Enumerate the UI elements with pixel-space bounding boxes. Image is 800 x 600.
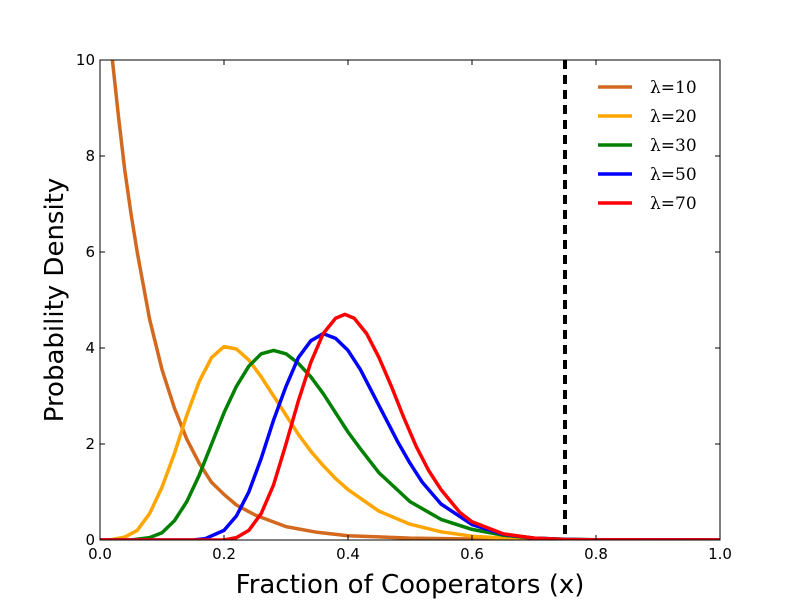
y-tick-label: 4 xyxy=(85,339,95,357)
plot-area xyxy=(100,60,720,540)
legend-label-4: λ=70 xyxy=(650,194,697,214)
x-tick-label: 0.2 xyxy=(212,545,236,563)
legend-label-1: λ=20 xyxy=(650,107,697,127)
plot-frame xyxy=(99,59,721,541)
y-tick-label: 10 xyxy=(76,51,95,69)
x-tick-label: 1.0 xyxy=(708,545,732,563)
y-tick-label: 8 xyxy=(85,147,95,165)
x-tick-label: 0.4 xyxy=(336,545,360,563)
x-tick-label: 0.8 xyxy=(584,545,608,563)
legend-label-3: λ=50 xyxy=(650,165,697,185)
series-line-3 xyxy=(100,331,720,540)
legend: λ=10 λ=20 λ=30 λ=50 λ=70 xyxy=(598,78,697,214)
x-tick-label: 0.6 xyxy=(460,545,484,563)
y-tick-label: 6 xyxy=(85,243,95,261)
y-tick-label: 2 xyxy=(85,435,95,453)
x-tick-label: 0.0 xyxy=(88,545,112,563)
series-line-4 xyxy=(100,312,720,540)
x-axis-label: Fraction of Cooperators (x) xyxy=(236,570,585,600)
y-axis-label: Probability Density xyxy=(40,178,70,423)
legend-label-2: λ=30 xyxy=(650,136,697,156)
axis-ticks: 0.0 0.2 0.4 0.6 0.8 1.0 0 2 4 6 8 10 xyxy=(76,51,732,563)
legend-label-0: λ=10 xyxy=(650,78,697,98)
y-tick-label: 0 xyxy=(85,531,95,549)
series-line-2 xyxy=(100,348,720,540)
series-line-1 xyxy=(100,344,720,540)
series-line-0 xyxy=(110,60,720,540)
